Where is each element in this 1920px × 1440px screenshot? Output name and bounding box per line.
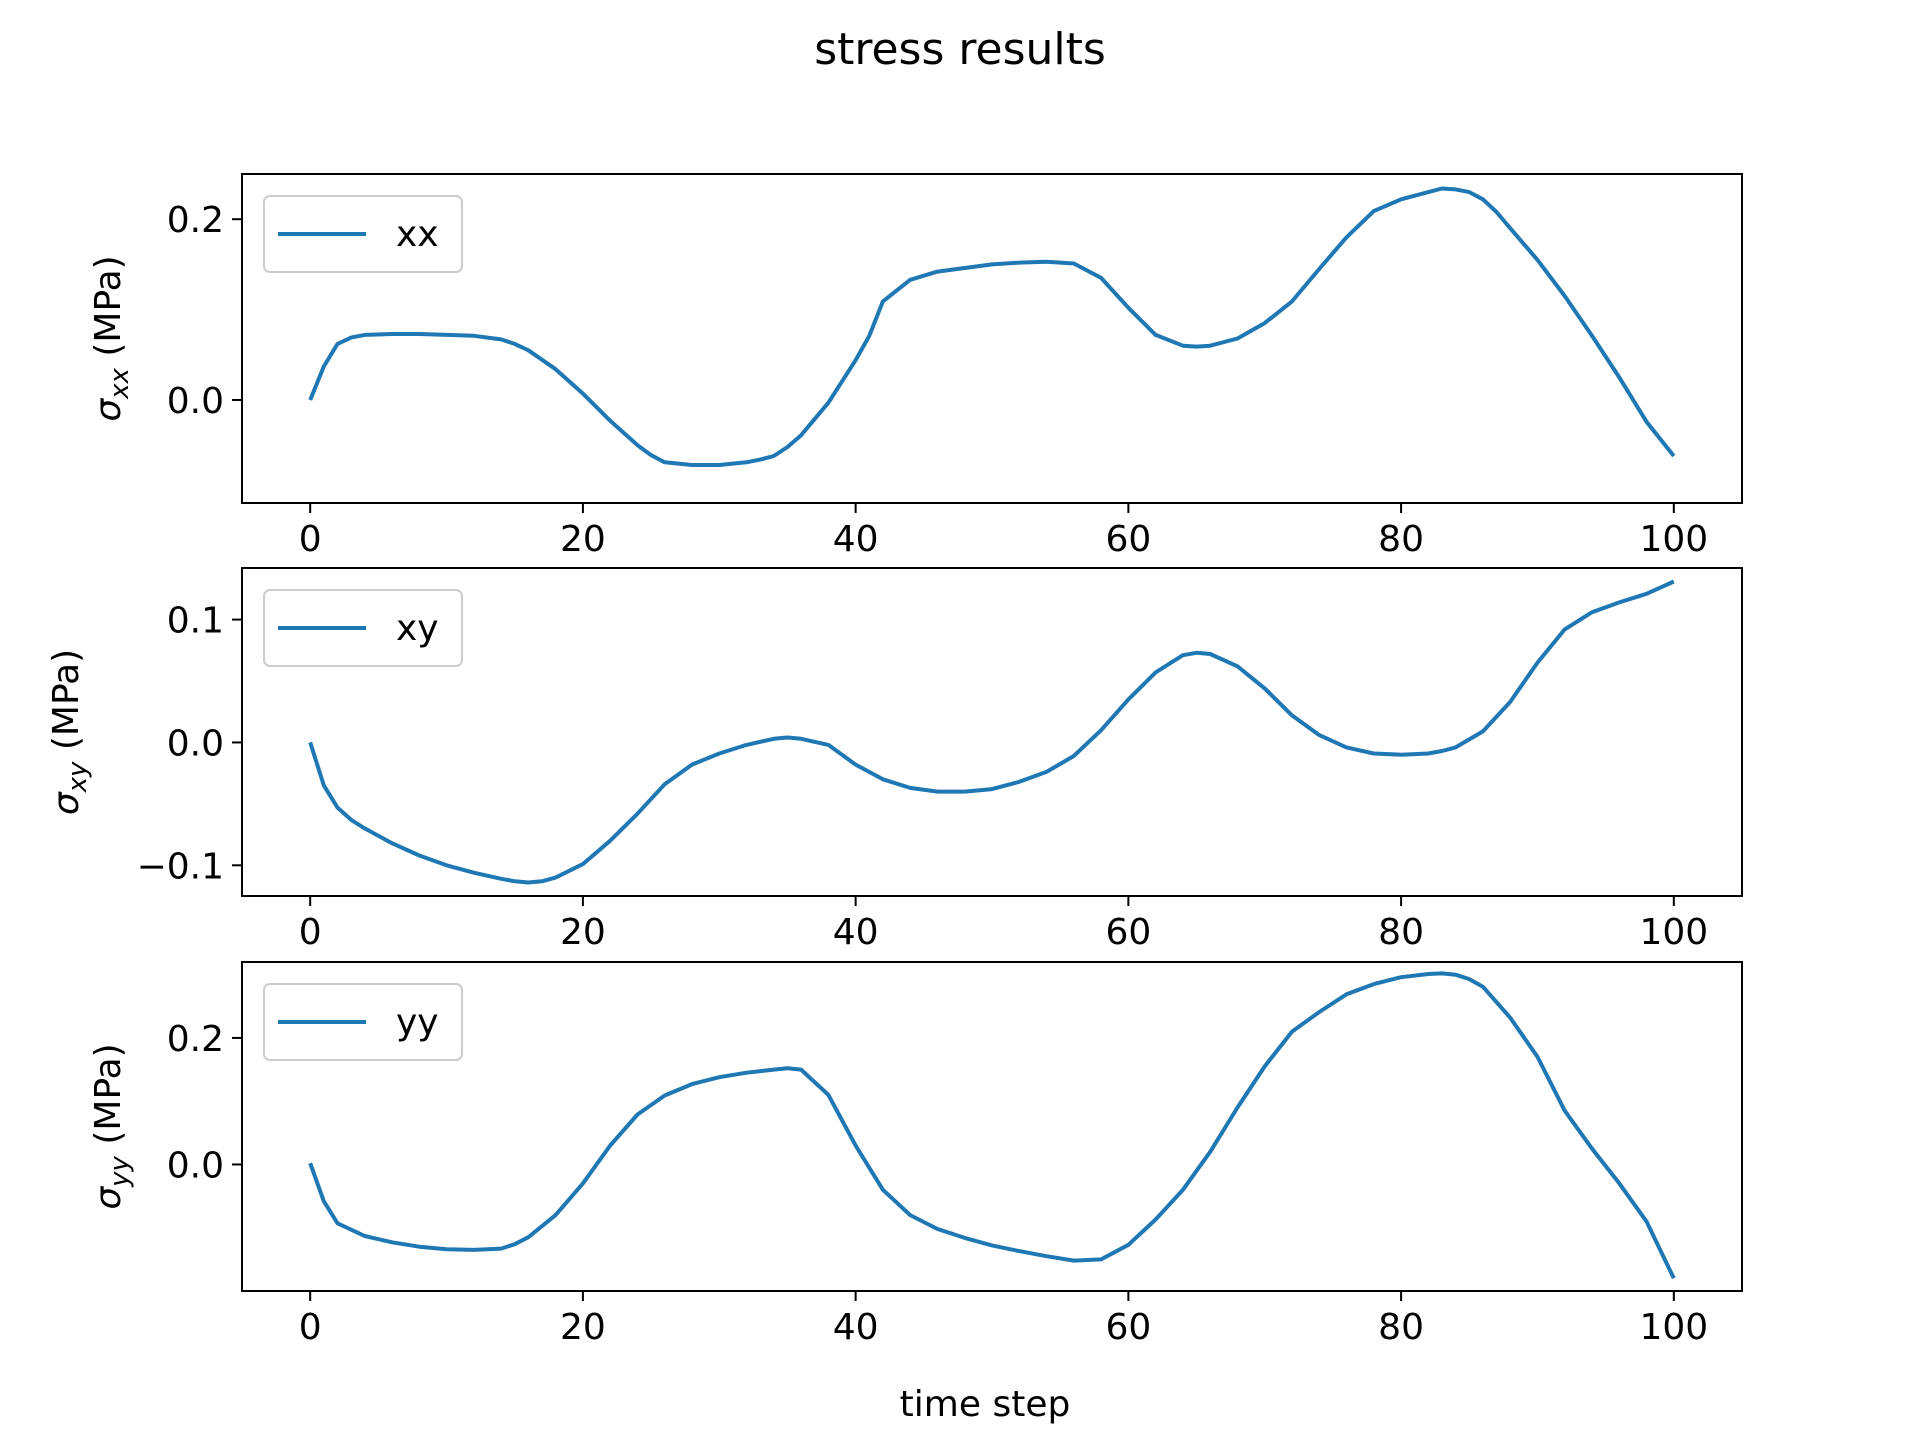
- y-axis-label: σyy (MPa): [88, 1043, 135, 1209]
- legend-label: yy: [396, 1002, 439, 1043]
- x-tick-label: 0: [299, 912, 322, 953]
- x-tick-label: 40: [833, 912, 879, 953]
- x-tick-label: 80: [1378, 519, 1424, 560]
- legend-label: xx: [396, 214, 439, 255]
- y-axis-label-subscript: xy: [63, 761, 93, 793]
- x-tick-label: 100: [1639, 912, 1708, 953]
- axes-frame: [241, 173, 1743, 504]
- x-tick-label: 60: [1105, 912, 1151, 953]
- y-axis-label-subscript: yy: [105, 1155, 135, 1187]
- x-tick-label: 40: [833, 519, 879, 560]
- y-tick-label: 0.0: [167, 381, 224, 422]
- series-line-yy: [308, 971, 1676, 1280]
- x-tick-label: 80: [1378, 1307, 1424, 1348]
- y-axis-label-symbol: σ: [46, 791, 87, 815]
- x-tick-label: 20: [560, 1307, 606, 1348]
- x-tick-label: 20: [560, 519, 606, 560]
- y-tick-label: 0.2: [167, 200, 224, 241]
- y-tick-label: 0.2: [167, 1019, 224, 1060]
- y-axis-label-unit: (MPa): [88, 255, 129, 368]
- y-tick-label: 0.0: [167, 723, 224, 764]
- y-axis-label-symbol: σ: [88, 1186, 129, 1210]
- x-tick-label: 20: [560, 912, 606, 953]
- y-tick-label: 0.0: [167, 1145, 224, 1186]
- y-axis-label-subscript: xx: [105, 367, 135, 399]
- legend-label: xy: [396, 608, 439, 649]
- y-axis-label-unit: (MPa): [88, 1043, 129, 1156]
- x-tick-label: 80: [1378, 912, 1424, 953]
- x-axis-label: time step: [900, 1384, 1071, 1425]
- x-tick-label: 0: [299, 519, 322, 560]
- legend-yy: yy: [263, 983, 463, 1061]
- axes-frame: [241, 567, 1743, 897]
- x-tick-label: 100: [1639, 1307, 1708, 1348]
- y-axis-label: σxy (MPa): [46, 649, 93, 815]
- legend-xx: xx: [263, 195, 463, 273]
- x-tick-label: 60: [1105, 1307, 1151, 1348]
- y-tick-label: 0.1: [167, 601, 224, 642]
- x-tick-label: 0: [299, 1307, 322, 1348]
- y-tick-label: −0.1: [137, 846, 224, 887]
- x-tick-label: 100: [1639, 519, 1708, 560]
- y-axis-label-symbol: σ: [88, 398, 129, 422]
- chart-title: stress results: [814, 24, 1106, 75]
- axes-frame: [241, 961, 1743, 1292]
- series-line-xx: [308, 186, 1676, 467]
- y-axis-label: σxx (MPa): [88, 255, 135, 421]
- series-line-xy: [308, 579, 1675, 885]
- y-axis-label-unit: (MPa): [46, 649, 87, 762]
- x-tick-label: 60: [1105, 519, 1151, 560]
- legend-xy: xy: [263, 589, 463, 667]
- x-tick-label: 40: [833, 1307, 879, 1348]
